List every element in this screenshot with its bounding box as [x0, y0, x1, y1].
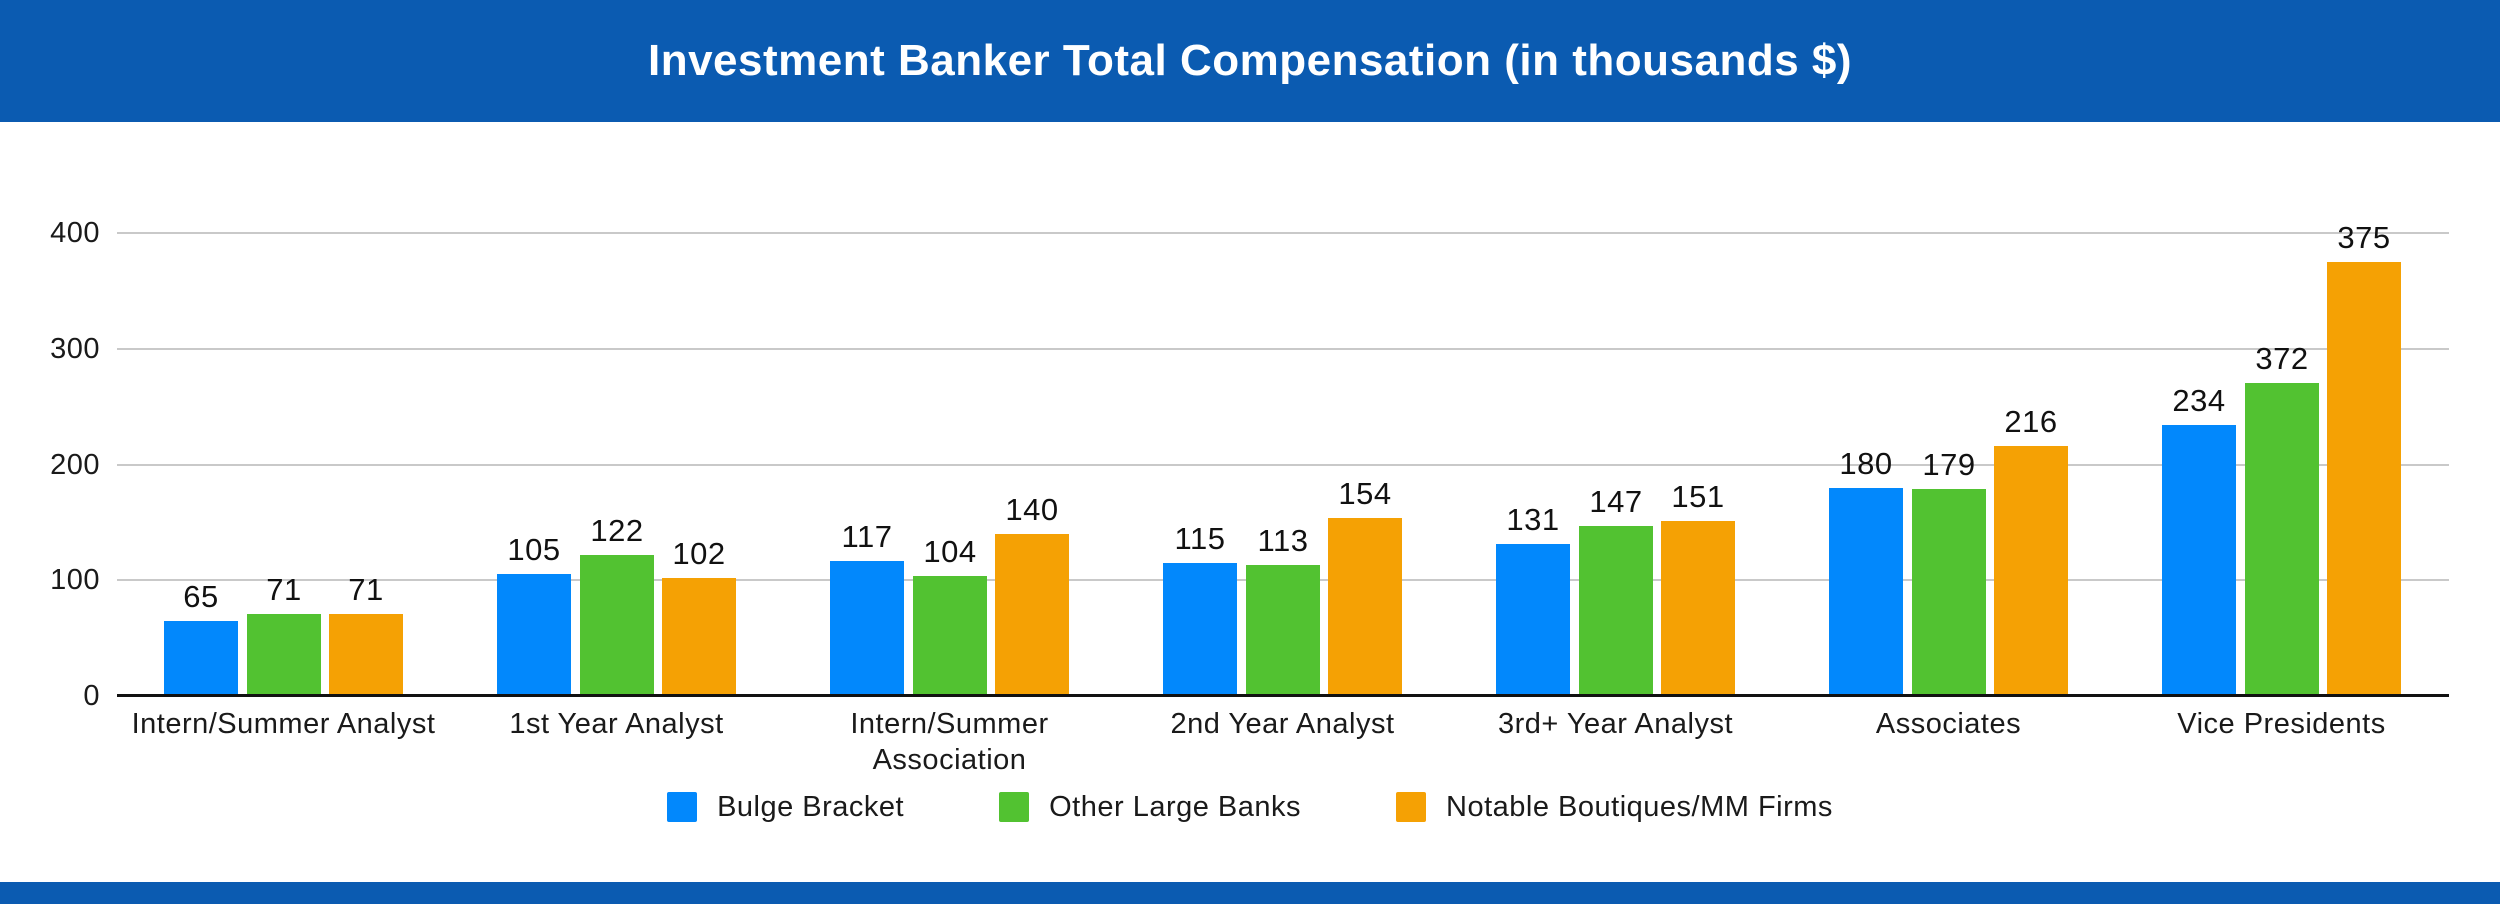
gridline-300 — [117, 348, 2449, 350]
bar-bulge-bracket-cat3 — [1163, 563, 1237, 696]
x-axis-line — [117, 694, 2449, 697]
bar-value-label: 105 — [507, 532, 561, 567]
x-axis-category-label: 3rd+ Year Analyst — [1497, 708, 1734, 740]
bar-notable-boutiques-mm-firms-cat5 — [1994, 446, 2068, 696]
bar-other-large-banks-cat2 — [913, 576, 987, 696]
legend-item: Other Large Banks — [999, 790, 1301, 824]
x-axis-category-label: 1st Year Analyst — [509, 708, 724, 740]
bar-value-label: 65 — [183, 579, 219, 614]
bar-value-label: 115 — [1174, 521, 1226, 556]
bar-value-label: 71 — [348, 572, 384, 607]
legend-swatch-icon — [999, 792, 1030, 822]
bar-value-label: 71 — [266, 572, 302, 607]
bar-bulge-bracket-cat0 — [164, 621, 238, 696]
bar-other-large-banks-cat4 — [1579, 526, 1653, 696]
chart-legend: Bulge Bracket Other Large Banks Notable Bo… — [0, 790, 2500, 824]
bar-value-label: 154 — [1338, 476, 1392, 511]
y-axis-tick-0: 0 — [83, 680, 100, 712]
bar-value-label: 180 — [1839, 446, 1893, 481]
bar-bulge-bracket-cat5 — [1829, 488, 1903, 696]
header-banner: Investment Banker Total Compensation (in… — [0, 0, 2500, 122]
bar-bulge-bracket-cat4 — [1496, 544, 1570, 696]
bar-value-label: 234 — [2172, 383, 2226, 418]
bar-value-label: 147 — [1589, 484, 1643, 519]
gridline-400 — [117, 232, 2449, 234]
bar-value-label: 131 — [1506, 502, 1560, 537]
legend-label: Notable Boutiques/MM Firms — [1446, 791, 1833, 823]
x-axis-category-label: 2nd Year Analyst — [1170, 708, 1395, 740]
bar-value-label: 375 — [2337, 220, 2391, 255]
bar-notable-boutiques-mm-firms-cat1 — [662, 578, 736, 696]
bar-value-label: 151 — [1671, 479, 1725, 514]
x-axis-category-label: Associates — [1875, 708, 2022, 740]
legend-swatch-icon — [1396, 792, 1427, 822]
bar-bulge-bracket-cat6 — [2162, 425, 2236, 696]
legend-item: Bulge Bracket — [667, 790, 904, 824]
bar-other-large-banks-cat6 — [2245, 383, 2319, 696]
bar-bulge-bracket-cat1 — [497, 574, 571, 696]
bar-other-large-banks-cat3 — [1246, 565, 1320, 696]
bar-notable-boutiques-mm-firms-cat2 — [995, 534, 1069, 696]
bar-bulge-bracket-cat2 — [830, 561, 904, 696]
y-axis-tick-200: 200 — [50, 449, 100, 481]
bar-value-label: 104 — [923, 534, 977, 569]
y-axis-tick-100: 100 — [50, 564, 100, 596]
chart-title: Investment Banker Total Compensation (in… — [647, 36, 1853, 85]
bar-other-large-banks-cat0 — [247, 614, 321, 696]
legend-label: Bulge Bracket — [717, 791, 905, 823]
bar-value-label: 113 — [1257, 523, 1309, 558]
y-axis-tick-400: 400 — [50, 217, 100, 249]
bar-value-label: 122 — [590, 513, 644, 548]
bar-notable-boutiques-mm-firms-cat6 — [2327, 262, 2401, 696]
bar-value-label: 372 — [2255, 341, 2309, 376]
bar-value-label: 140 — [1005, 492, 1059, 527]
x-axis-category-label: Vice Presidents — [2177, 708, 2386, 740]
x-axis-category-label: Intern/Summer Analyst — [131, 708, 436, 740]
y-axis-tick-300: 300 — [50, 333, 100, 365]
bar-value-label: 117 — [841, 519, 893, 554]
bar-notable-boutiques-mm-firms-cat0 — [329, 614, 403, 696]
bar-notable-boutiques-mm-firms-cat4 — [1661, 521, 1735, 696]
bar-value-label: 102 — [672, 536, 726, 571]
legend-item: Notable Boutiques/MM Firms — [1396, 790, 1833, 824]
legend-swatch-icon — [667, 792, 698, 822]
bar-notable-boutiques-mm-firms-cat3 — [1328, 518, 1402, 696]
bar-other-large-banks-cat1 — [580, 555, 654, 696]
bar-value-label: 179 — [1922, 447, 1976, 482]
footer-banner — [0, 882, 2500, 904]
gridline-200 — [117, 464, 2449, 466]
bar-value-label: 216 — [2004, 404, 2058, 439]
legend-label: Other Large Banks — [1049, 791, 1302, 823]
bar-other-large-banks-cat5 — [1912, 489, 1986, 696]
x-axis-category-label: Intern/Summer Association — [850, 708, 1049, 776]
